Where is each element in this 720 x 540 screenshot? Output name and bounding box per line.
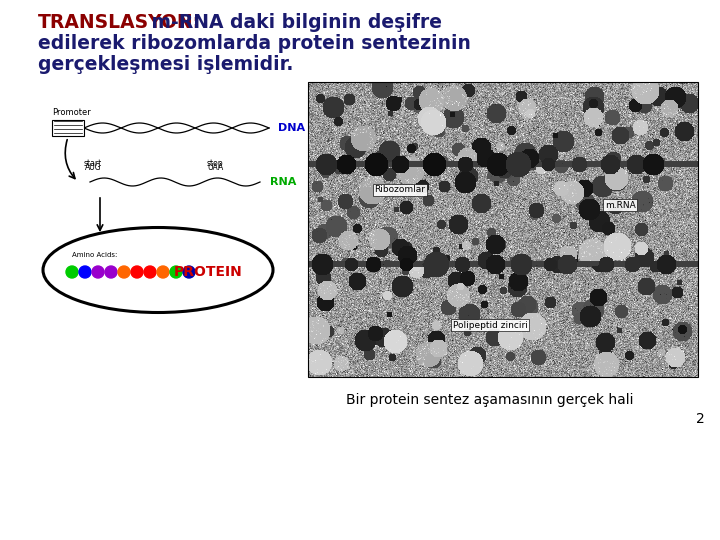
Circle shape xyxy=(66,266,78,278)
Circle shape xyxy=(144,266,156,278)
Ellipse shape xyxy=(43,227,273,313)
Text: m.RNA: m.RNA xyxy=(605,200,635,210)
Text: Bir protein sentez aşamasının gerçek hali: Bir protein sentez aşamasının gerçek hal… xyxy=(346,393,634,407)
Text: Ribozomlar: Ribozomlar xyxy=(374,186,426,194)
Text: Promoter: Promoter xyxy=(52,108,91,117)
Text: stop: stop xyxy=(207,159,223,168)
Text: Amino Acids:: Amino Acids: xyxy=(72,252,117,258)
Text: PROTEIN: PROTEIN xyxy=(174,265,243,279)
Circle shape xyxy=(92,266,104,278)
Circle shape xyxy=(157,266,169,278)
Text: AUG: AUG xyxy=(85,163,102,172)
Text: 2: 2 xyxy=(696,412,704,426)
Text: start: start xyxy=(84,159,102,168)
Bar xyxy=(52,120,84,136)
Circle shape xyxy=(118,266,130,278)
Text: m-RNA daki bilginin deşifre: m-RNA daki bilginin deşifre xyxy=(145,13,442,32)
Circle shape xyxy=(170,266,182,278)
Circle shape xyxy=(131,266,143,278)
Text: UAA: UAA xyxy=(207,163,223,172)
Text: edilerek ribozomlarda protein sentezinin: edilerek ribozomlarda protein sentezinin xyxy=(38,34,471,53)
Text: gerçekleşmesi işlemidir.: gerçekleşmesi işlemidir. xyxy=(38,55,293,74)
Bar xyxy=(308,82,698,377)
Text: TRANSLASYON:: TRANSLASYON: xyxy=(38,13,201,32)
Text: Polipeptid zinciri: Polipeptid zinciri xyxy=(453,321,528,329)
Text: DNA: DNA xyxy=(278,123,305,133)
Circle shape xyxy=(105,266,117,278)
Text: RNA: RNA xyxy=(270,177,297,187)
Circle shape xyxy=(183,266,195,278)
Circle shape xyxy=(79,266,91,278)
